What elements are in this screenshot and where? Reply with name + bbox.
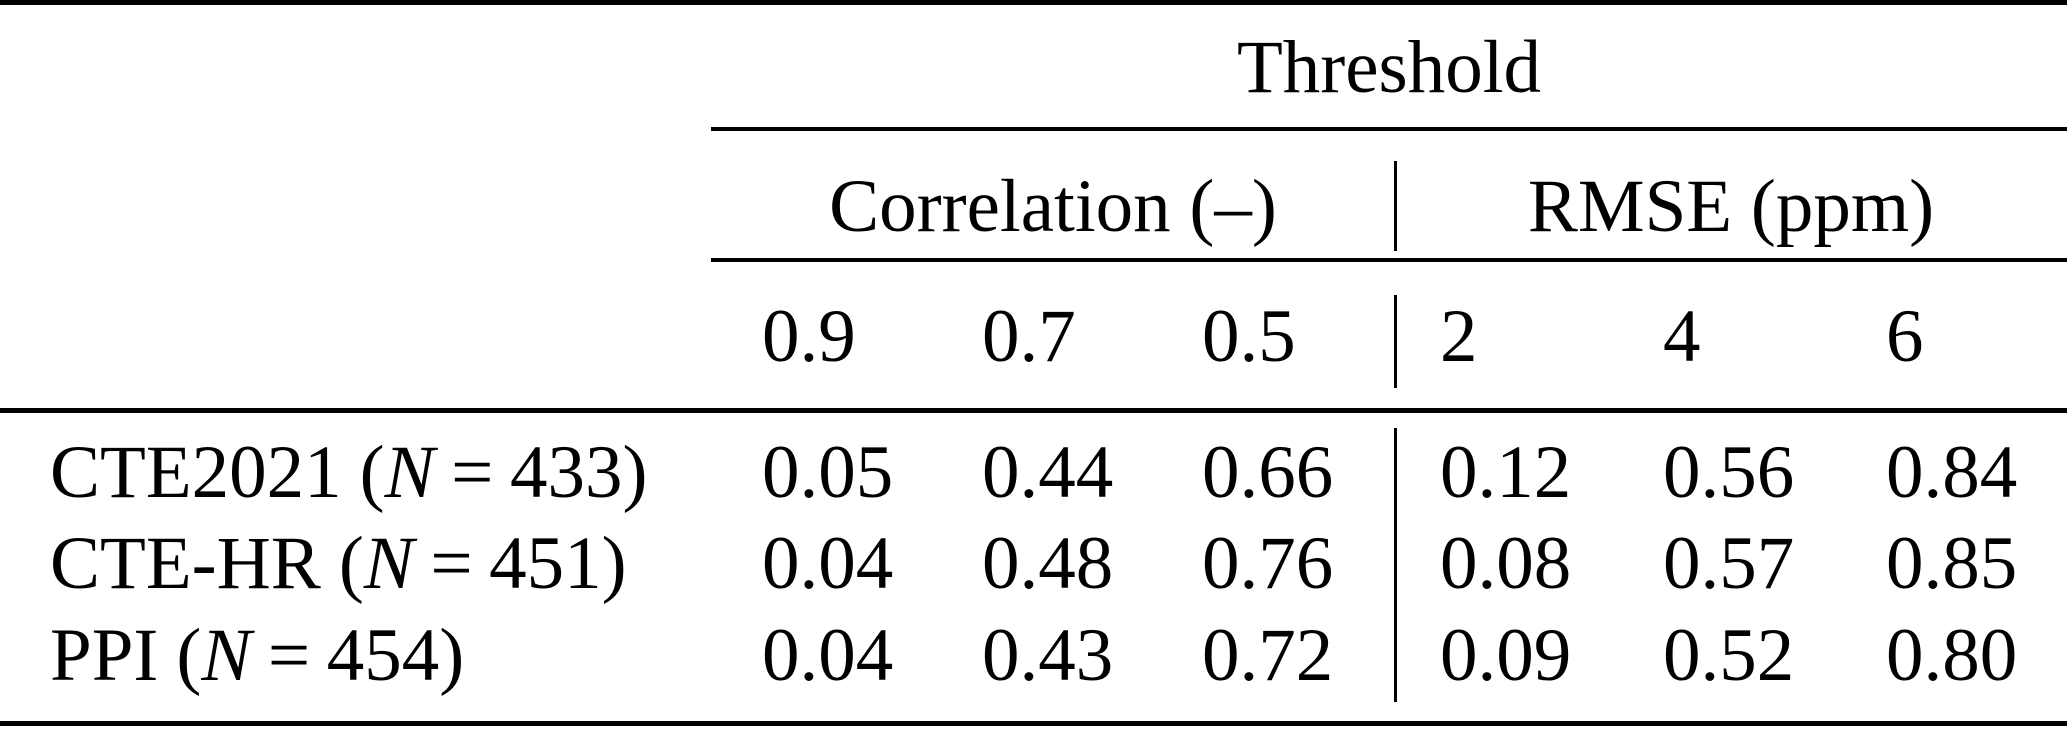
model-name: CTE-HR <box>50 522 321 605</box>
close-paren: ) <box>601 522 627 605</box>
open-paren: ( <box>359 431 385 514</box>
column-divider-bar <box>1394 295 1397 388</box>
n-symbol: N <box>363 522 414 605</box>
cell-value: 0.04 <box>762 614 894 697</box>
sample-size-group: (N = 454) <box>176 614 464 697</box>
sample-size-value: 433 <box>509 431 623 514</box>
col-header-correlation-0.5: 0.5 <box>1202 295 1296 378</box>
subgroup-underline-rule <box>711 258 2067 262</box>
row-label: CTE2021 (N = 433) <box>0 435 711 510</box>
cell-value: 0.66 <box>1202 431 1334 514</box>
cell-value: 0.76 <box>1202 522 1334 605</box>
open-paren: ( <box>338 522 364 605</box>
col-header-correlation-0.7: 0.7 <box>982 295 1076 378</box>
cell-value: 0.52 <box>1663 614 1795 697</box>
table-row: CTE2021 (N = 433) 0.05 0.44 0.66 0.12 0.56 … <box>0 435 2067 510</box>
n-symbol: N <box>384 431 435 514</box>
cell-value: 0.05 <box>762 431 894 514</box>
column-divider-bar <box>1394 428 1397 702</box>
close-paren: ) <box>622 431 648 514</box>
equals-sign: = <box>430 522 473 605</box>
subgroup-header-row: Correlation (–) RMSE (ppm) <box>0 169 2067 244</box>
threshold-underline-rule <box>711 127 2067 131</box>
subgroup-rmse-label: RMSE (ppm) <box>1527 165 1935 248</box>
open-paren: ( <box>176 614 202 697</box>
col-header-rmse-2: 2 <box>1440 295 1478 378</box>
cell-value: 0.72 <box>1202 614 1334 697</box>
cell-value: 0.09 <box>1440 614 1572 697</box>
column-header-row: 0.9 0.7 0.5 2 4 6 <box>0 299 2067 374</box>
cell-value: 0.04 <box>762 522 894 605</box>
cell-value: 0.56 <box>1663 431 1795 514</box>
row-label: CTE-HR (N = 451) <box>0 526 711 601</box>
col-header-rmse-6: 6 <box>1886 295 1924 378</box>
cell-value: 0.08 <box>1440 522 1572 605</box>
cell-value: 0.84 <box>1886 431 2018 514</box>
cell-value: 0.85 <box>1886 522 2018 605</box>
cell-value: 0.80 <box>1886 614 2018 697</box>
sample-size-group: (N = 451) <box>339 522 627 605</box>
sample-size-value: 451 <box>489 522 602 605</box>
model-name: CTE2021 <box>50 431 342 514</box>
equals-sign: = <box>451 431 494 514</box>
group-header-row: Threshold <box>0 30 2067 105</box>
header-body-separator-rule <box>0 408 2067 413</box>
column-divider-bar <box>1394 161 1397 251</box>
sample-size-group: (N = 433) <box>360 431 648 514</box>
col-header-correlation-0.9: 0.9 <box>762 295 856 378</box>
close-paren: ) <box>439 614 465 697</box>
col-header-rmse-4: 4 <box>1663 295 1701 378</box>
model-name: PPI <box>50 614 159 697</box>
cell-value: 0.44 <box>982 431 1114 514</box>
cell-value: 0.48 <box>982 522 1114 605</box>
cell-value: 0.57 <box>1663 522 1795 605</box>
group-header-threshold: Threshold <box>1236 26 1542 109</box>
bottom-rule <box>0 721 2067 726</box>
sample-size-value: 454 <box>326 614 440 697</box>
row-label: PPI (N = 454) <box>0 618 711 693</box>
equals-sign: = <box>267 614 311 697</box>
n-symbol: N <box>201 614 252 697</box>
subgroup-correlation-label: Correlation (–) <box>829 165 1277 248</box>
table-row: PPI (N = 454) 0.04 0.43 0.72 0.09 0.52 0.80 <box>0 618 2067 693</box>
table-row: CTE-HR (N = 451) 0.04 0.48 0.76 0.08 0.57 0… <box>0 526 2067 601</box>
top-rule <box>0 0 2067 5</box>
cell-value: 0.43 <box>982 614 1114 697</box>
cell-value: 0.12 <box>1440 431 1572 514</box>
